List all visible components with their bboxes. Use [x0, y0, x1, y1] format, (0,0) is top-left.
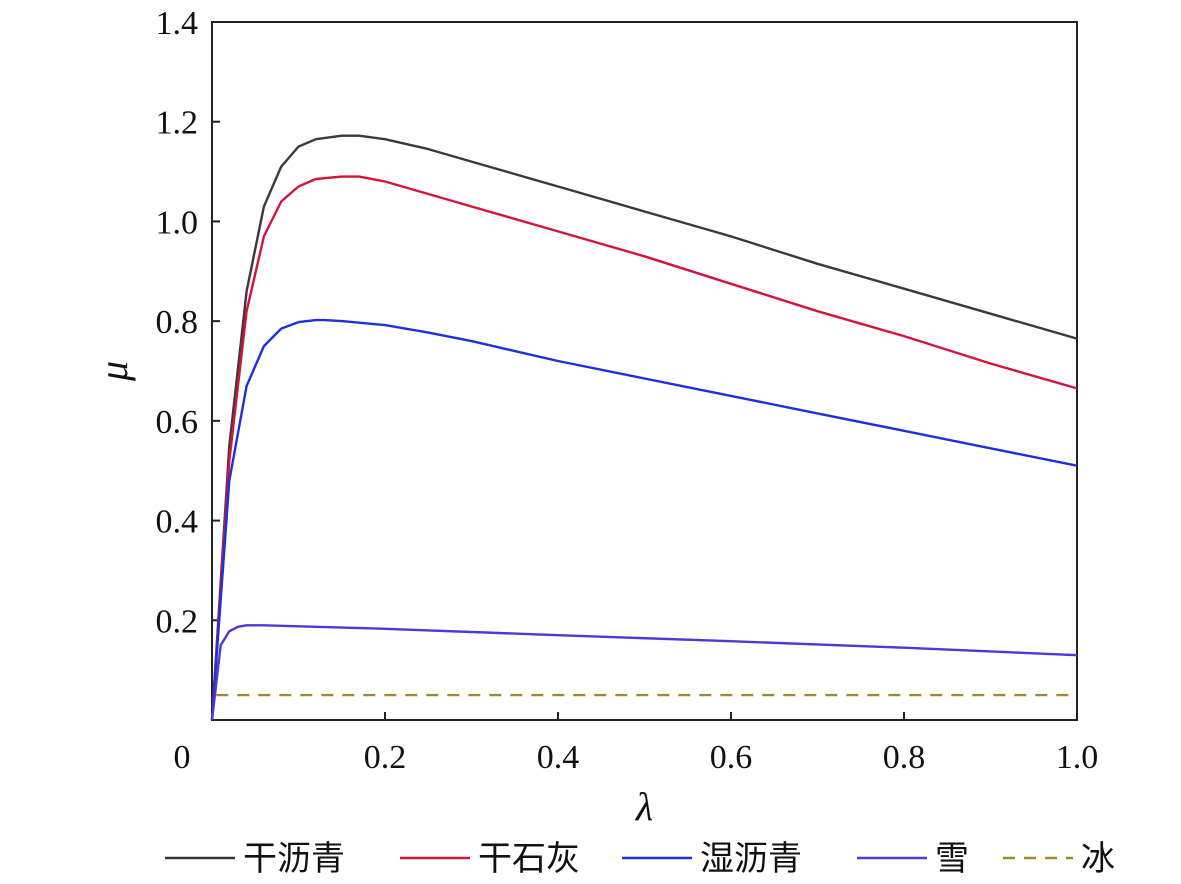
y-axis-label: μ [91, 361, 136, 382]
y-tick-label: 1.0 [156, 204, 199, 241]
x-axis-label: λ [635, 784, 653, 829]
series-line-3 [210, 318, 1078, 721]
legend-label-3: 湿沥青 [700, 839, 802, 879]
x-tick-label: 0.2 [364, 739, 407, 776]
axes [211, 21, 1078, 721]
x-tick-label: 0.6 [710, 739, 753, 776]
y-tick-label: 0.6 [156, 404, 199, 441]
series-line-4 [210, 624, 1078, 721]
plot-frame [211, 21, 1078, 721]
series-lines [210, 134, 1078, 721]
x-tick-label: 0.8 [883, 739, 926, 776]
y-tick-label: 0.4 [156, 504, 199, 541]
ticks: 0 0.2 0.4 0.6 0.8 1.0 0.2 0.4 0.6 0.8 1.0 1.2 1.4 [156, 5, 1099, 776]
y-tick-label: 1.4 [156, 5, 199, 42]
y-tick-label: 0.2 [156, 603, 199, 640]
y-tick-label: 0.8 [156, 304, 199, 341]
legend-label-1: 干沥青 [243, 839, 345, 879]
series-line-1 [210, 134, 1078, 721]
legend-label-4: 雪 [935, 839, 969, 879]
legend-label-2: 干石灰 [478, 839, 580, 879]
legend-label-5: 冰 [1081, 839, 1115, 879]
x-tick-label: 0 [174, 739, 191, 776]
x-tick-label: 0.4 [537, 739, 580, 776]
x-tick-label: 1.0 [1056, 739, 1099, 776]
y-tick-label: 1.2 [156, 105, 199, 142]
legend: 干沥青 干石灰 湿沥青 雪 冰 [165, 839, 1115, 879]
series-line-2 [210, 175, 1078, 721]
